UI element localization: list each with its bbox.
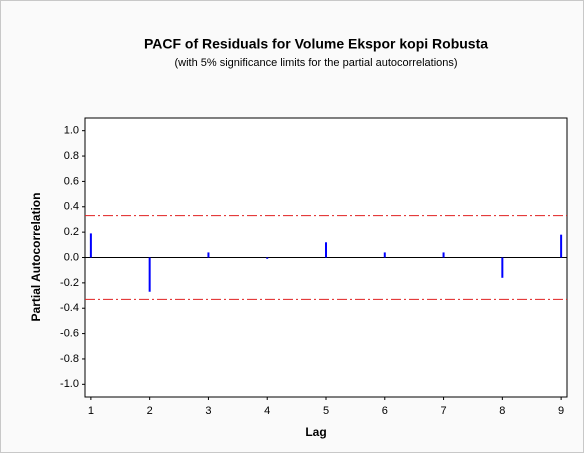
chart-subtitle: (with 5% significance limits for the par… — [174, 57, 457, 69]
y-tick-label: 1.0 — [64, 125, 79, 137]
y-tick-label: 0.6 — [64, 175, 79, 187]
x-tick-label: 9 — [558, 405, 564, 417]
y-tick-label: -0.4 — [60, 302, 79, 314]
bar — [325, 242, 327, 258]
y-tick-label: 0.8 — [64, 150, 79, 162]
bar — [266, 257, 269, 259]
y-tick-label: -0.8 — [60, 353, 79, 365]
y-tick-label: -1.0 — [60, 378, 79, 390]
x-tick-label: 5 — [323, 405, 329, 417]
y-tick-label: 0.2 — [64, 226, 79, 238]
chart-title: PACF of Residuals for Volume Ekspor kopi… — [144, 36, 488, 52]
bar — [442, 252, 445, 258]
x-tick-label: 4 — [264, 405, 270, 417]
bar — [89, 233, 92, 258]
x-axis-label: Lag — [305, 425, 326, 439]
x-tick-label: 3 — [205, 405, 211, 417]
x-tick-label: 2 — [147, 405, 153, 417]
x-tick-label: 8 — [499, 405, 505, 417]
y-tick-label: -0.2 — [60, 277, 79, 289]
x-tick-label: 1 — [88, 405, 94, 417]
x-tick-label: 7 — [440, 405, 446, 417]
y-tick-label: -0.6 — [60, 327, 79, 339]
x-tick-label: 6 — [382, 405, 388, 417]
bar — [207, 252, 210, 258]
y-tick-label: 0.0 — [64, 251, 79, 263]
y-axis-label: Partial Autocorrelation — [29, 193, 43, 322]
bar — [560, 234, 563, 258]
bar — [383, 252, 386, 258]
y-tick-label: 0.4 — [64, 201, 79, 213]
bar — [501, 257, 504, 278]
bar — [148, 257, 151, 292]
